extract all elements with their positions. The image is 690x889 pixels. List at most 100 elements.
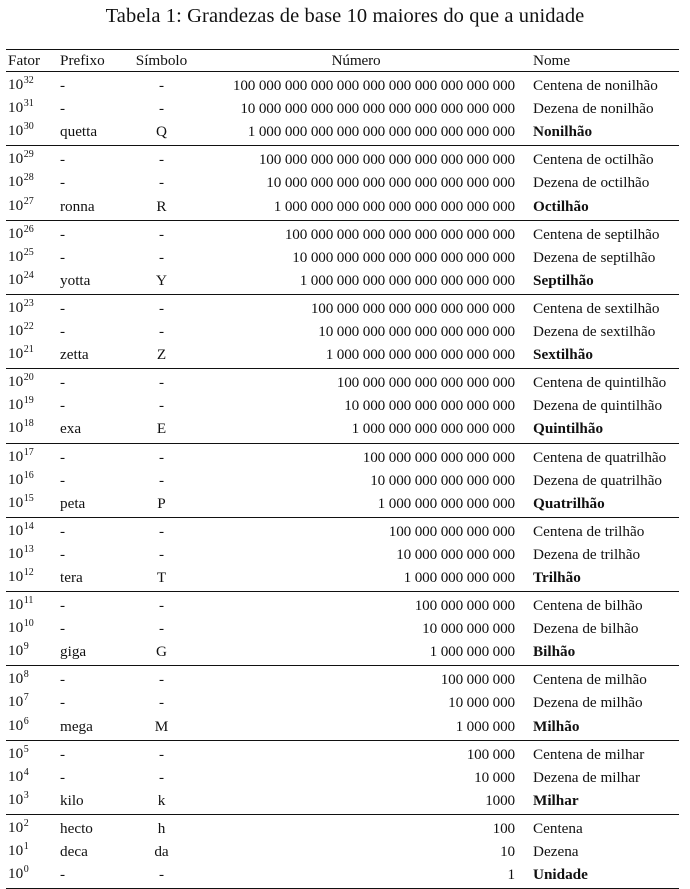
factor-cell: 1013: [6, 543, 60, 566]
number-cell: 100 000 000 000 000 000 000 000 000 000: [258, 151, 515, 169]
factor-base: 10: [8, 790, 24, 808]
number-cell: 1000: [485, 791, 515, 809]
number-cell: 1 000 000 000 000 000 000: [351, 420, 515, 438]
column-gap: [515, 343, 533, 369]
name-cell: Centena de nonilhão: [533, 77, 658, 95]
name-cell: Dezena de octilhão: [533, 174, 650, 192]
factor-base: 10: [8, 716, 24, 734]
table-row: 1028- -10 000 000 000 000 000 000 000 000…: [6, 171, 679, 194]
name-cell: Dezena de bilhão: [533, 620, 639, 638]
name-cell: Bilhão: [533, 643, 576, 661]
prefix-cell: ronna: [60, 197, 95, 215]
factor-exponent: 2: [23, 817, 29, 829]
name-cell: Dezena de sextilhão: [533, 323, 656, 341]
column-gap: [515, 840, 533, 863]
number-cell: 10 000 000 000 000 000 000 000 000 000: [266, 174, 515, 192]
factor-cell: 1025: [6, 246, 60, 269]
name-cell: Centena de octilhão: [533, 151, 654, 169]
column-gap: [515, 766, 533, 789]
name-cell: Septilhão: [533, 271, 594, 289]
prefix-cell: deca: [60, 843, 88, 860]
table-row: 1031- -10 000 000 000 000 000 000 000 000…: [6, 97, 679, 120]
factor-cell: 1020: [6, 369, 60, 395]
number-cell: 1 000 000 000 000 000 000 000 000 000: [273, 197, 515, 215]
prefix-cell: -: [60, 522, 66, 540]
symbol-cell: -: [158, 671, 165, 689]
symbol-cell: -: [158, 299, 165, 317]
symbol-cell: G: [156, 643, 167, 661]
name-cell: Dezena de nonilhão: [533, 100, 654, 118]
table-row: 102 hecto h 100 Centena: [6, 814, 679, 840]
factor-exponent: 14: [23, 520, 34, 532]
prefix-cell: -: [60, 745, 66, 763]
name-cell: Centena: [533, 819, 583, 837]
number-cell: 1 000 000: [455, 717, 516, 735]
factor-base: 10: [8, 173, 24, 191]
factor-base: 10: [8, 567, 24, 585]
name-cell: Centena de quintilhão: [533, 374, 667, 392]
table-row: 1015 peta P 1 000 000 000 000 000 Quatrilhão: [6, 492, 679, 518]
header-prefixo: Prefixo: [60, 52, 105, 69]
factor-exponent: 7: [23, 692, 29, 704]
table-row: 1018 exa E 1 000 000 000 000 000 000 Quintil…: [6, 417, 679, 443]
number-cell: 10 000 000 000: [422, 620, 515, 638]
symbol-cell: -: [158, 866, 165, 884]
table-row: 1016- -10 000 000 000 000 000 Dezena de qu…: [6, 469, 679, 492]
column-gap: [515, 50, 533, 72]
number-cell: 10 000 000 000 000 000 000 000 000: [292, 248, 515, 266]
factor-base: 10: [8, 150, 24, 168]
factor-cell: 106: [6, 715, 60, 741]
table-row: 1030 quetta Q 1 000 000 000 000 000 000 000…: [6, 120, 679, 146]
factor-base: 10: [8, 842, 24, 859]
factor-cell: 105: [6, 740, 60, 766]
table-row: 106 mega M 1 000 000 Milhão: [6, 715, 679, 741]
column-gap: [515, 195, 533, 221]
factor-base: 10: [8, 818, 24, 836]
symbol-cell: -: [158, 323, 165, 341]
symbol-cell: Q: [156, 123, 167, 141]
number-cell: 1 000 000 000 000 000 000 000 000 000 00…: [247, 123, 515, 141]
table-group: 1026- -100 000 000 000 000 000 000 000 00…: [6, 220, 679, 295]
factor-base: 10: [8, 767, 24, 785]
column-gap: [515, 72, 533, 98]
factor-exponent: 8: [23, 669, 29, 681]
column-gap: [515, 120, 533, 146]
prefix-cell: zetta: [60, 346, 89, 364]
factor-cell: 1029: [6, 146, 60, 172]
factor-cell: 1021: [6, 343, 60, 369]
number-cell: 1 000 000 000: [429, 643, 516, 661]
factor-exponent: 18: [23, 418, 34, 430]
factor-cell: 109: [6, 640, 60, 666]
name-cell: Dezena: [533, 843, 579, 860]
name-cell: Centena de bilhão: [533, 597, 643, 615]
symbol-cell: -: [158, 100, 165, 118]
factor-base: 10: [8, 224, 24, 242]
table-group: 1011- -100 000 000 000 Centena de bilhão 10…: [6, 592, 679, 666]
column-gap: [515, 394, 533, 417]
name-cell: Dezena de milhão: [533, 694, 643, 712]
table-group: 1014- -100 000 000 000 000 Centena de tril…: [6, 517, 679, 592]
factor-base: 10: [8, 642, 24, 660]
number-cell: 10: [500, 843, 515, 860]
factor-cell: 104: [6, 766, 60, 789]
column-gap: [515, 691, 533, 714]
symbol-cell: T: [156, 568, 167, 586]
table-row: 1013- -10 000 000 000 000 Dezena de trilhã…: [6, 543, 679, 566]
prefix-cell: peta: [60, 494, 86, 512]
factor-base: 10: [8, 196, 24, 214]
column-gap: [515, 97, 533, 120]
symbol-cell: E: [156, 420, 167, 438]
prefix-cell: -: [60, 248, 66, 266]
powers-of-ten-table: Fator Prefixo Símbolo Número Nome 1032- -…: [6, 49, 679, 889]
symbol-cell: -: [158, 374, 165, 392]
prefix-cell: -: [60, 671, 66, 689]
name-cell: Unidade: [533, 866, 588, 884]
number-cell: 100 000 000: [440, 671, 515, 689]
factor-base: 10: [8, 447, 24, 465]
number-cell: 1 000 000 000 000: [403, 568, 516, 586]
prefix-cell: yotta: [60, 271, 91, 289]
table-row: 101 deca da 10 Dezena: [6, 840, 679, 863]
name-cell: Dezena de trilhão: [533, 545, 641, 563]
prefix-cell: giga: [60, 643, 87, 661]
number-cell: 10 000 000 000 000 000 000 000 000 000 0…: [240, 100, 515, 118]
